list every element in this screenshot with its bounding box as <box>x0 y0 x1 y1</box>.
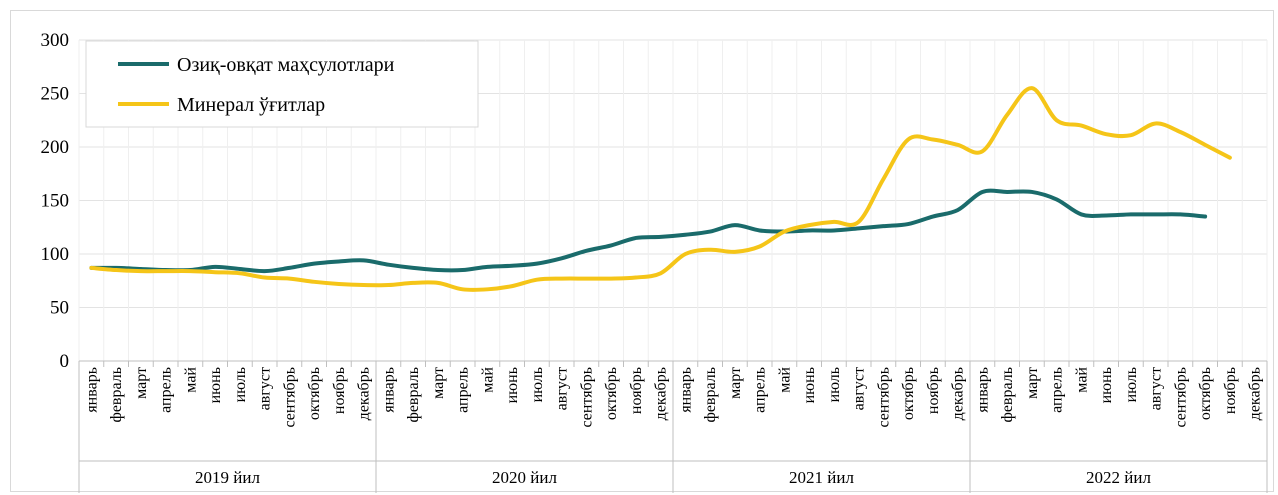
x-category-label: январь <box>83 367 100 413</box>
x-category-label: июль <box>232 367 249 402</box>
legend-label-food: Озиқ-овқат маҳсулотлари <box>177 54 395 76</box>
x-category-label: июнь <box>207 367 224 403</box>
x-category-label: сентябрь <box>578 367 595 428</box>
x-category-label: март <box>133 367 150 399</box>
x-category-label: ноябрь <box>1222 367 1239 414</box>
x-category-label: октябрь <box>1197 367 1214 420</box>
year-group-label: 2019 йил <box>195 468 260 487</box>
x-category-label: январь <box>380 367 397 413</box>
x-category-label: апрель <box>158 367 175 413</box>
x-category-label: сентябрь <box>875 367 892 428</box>
x-category-label: сентябрь <box>1172 367 1189 428</box>
year-group-label: 2021 йил <box>789 468 854 487</box>
x-category-label: октябрь <box>603 367 620 420</box>
x-category-label: июль <box>826 367 843 402</box>
x-category-label: октябрь <box>306 367 323 420</box>
x-category-label: июнь <box>801 367 818 403</box>
series-lines <box>89 86 1232 292</box>
x-category-label: февраль <box>108 367 125 423</box>
x-category-label: декабрь <box>356 367 373 420</box>
x-category-label: май <box>776 367 793 393</box>
x-category-label: октябрь <box>900 367 917 420</box>
x-category-label: май <box>1073 367 1090 393</box>
x-category-label: апрель <box>752 367 769 413</box>
x-category-label: февраль <box>702 367 719 423</box>
y-tick-label: 150 <box>41 191 70 212</box>
y-tick-label: 200 <box>41 137 70 158</box>
x-category-label: январь <box>677 367 694 413</box>
x-category-label: май <box>479 367 496 393</box>
x-category-label: август <box>554 367 571 410</box>
x-category-label: август <box>851 367 868 410</box>
legend-box <box>85 40 479 128</box>
x-category-label: февраль <box>999 367 1016 423</box>
x-category-label: апрель <box>1049 367 1066 413</box>
x-category-label: март <box>727 367 744 399</box>
x-category-label: август <box>257 367 274 410</box>
x-category-label: июль <box>529 367 546 402</box>
x-category-label: январь <box>974 367 991 413</box>
x-category-label: сентябрь <box>281 367 298 428</box>
axes: 0 50 100 150 200 250 300 январь февраль март апрел… <box>41 30 1268 493</box>
y-tick-label: 50 <box>50 298 69 319</box>
x-category-label: декабрь <box>950 367 967 420</box>
x-category-label: июнь <box>1098 367 1115 403</box>
x-category-label: апрель <box>455 367 472 413</box>
x-category-label: май <box>182 367 199 393</box>
x-category-label: март <box>1024 367 1041 399</box>
x-category-label: ноябрь <box>628 367 645 414</box>
legend: Озиқ-овқат маҳсулотлари Минерал ўғитлар <box>85 40 479 128</box>
x-category-label: июль <box>1123 367 1140 402</box>
year-group-label: 2020 йил <box>492 468 557 487</box>
x-category-label: март <box>430 367 447 399</box>
line-chart: 0 50 100 150 200 250 300 январь февраль март апрел… <box>41 30 1268 493</box>
series-line-fertilizer <box>89 86 1232 292</box>
x-category-label: декабрь <box>1247 367 1264 420</box>
y-tick-label: 100 <box>41 244 70 265</box>
legend-label-fertilizer: Минерал ўғитлар <box>177 94 325 116</box>
x-category-label: декабрь <box>653 367 670 420</box>
chart-area: 0 50 100 150 200 250 300 январь февраль март апрел… <box>10 10 1274 493</box>
x-category-label: август <box>1148 367 1165 410</box>
x-category-label: ноябрь <box>331 367 348 414</box>
year-group-label: 2022 йил <box>1086 468 1151 487</box>
x-category-label: февраль <box>405 367 422 423</box>
y-tick-label: 250 <box>41 84 70 105</box>
y-tick-label: 0 <box>60 351 70 372</box>
series-line-food <box>89 188 1208 274</box>
y-tick-label: 300 <box>41 30 70 51</box>
x-category-label: июнь <box>504 367 521 403</box>
x-category-label: ноябрь <box>925 367 942 414</box>
